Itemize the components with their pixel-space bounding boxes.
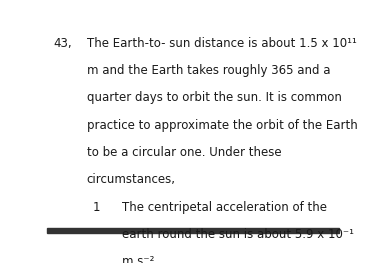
- Text: The Earth-to- sun distance is about 1.5 x 10¹¹: The Earth-to- sun distance is about 1.5 …: [87, 37, 356, 50]
- Text: 1: 1: [92, 201, 100, 214]
- Text: m and the Earth takes roughly 365 and a: m and the Earth takes roughly 365 and a: [87, 64, 330, 77]
- Text: The centripetal acceleration of the: The centripetal acceleration of the: [122, 201, 326, 214]
- Bar: [47, 228, 339, 233]
- Text: 43,: 43,: [54, 37, 72, 50]
- Text: earth round the sun is about 5.9 x 10⁻¹: earth round the sun is about 5.9 x 10⁻¹: [122, 228, 354, 241]
- Text: m s⁻².: m s⁻².: [122, 255, 158, 263]
- Text: to be a circular one. Under these: to be a circular one. Under these: [87, 146, 281, 159]
- Text: circumstances,: circumstances,: [87, 173, 176, 186]
- Text: quarter days to orbit the sun. It is common: quarter days to orbit the sun. It is com…: [87, 91, 342, 104]
- Text: practice to approximate the orbit of the Earth: practice to approximate the orbit of the…: [87, 119, 357, 132]
